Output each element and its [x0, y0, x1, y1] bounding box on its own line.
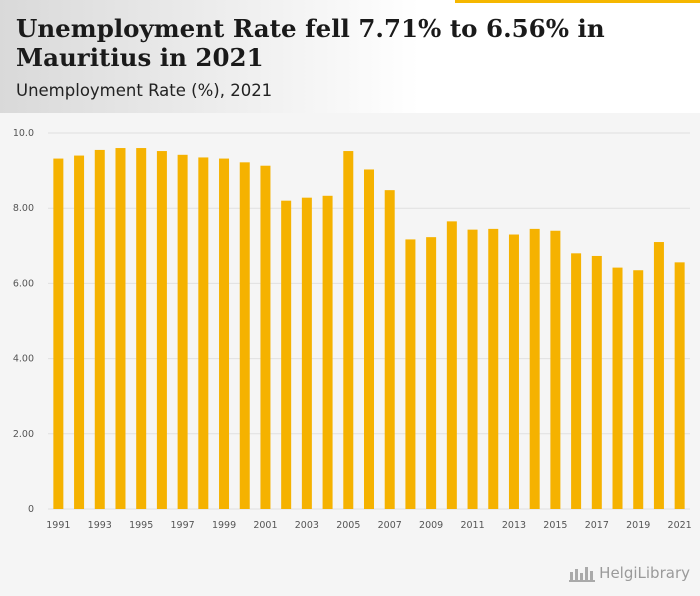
x-tick-label: 1999	[212, 520, 236, 531]
bar	[94, 149, 105, 510]
bar	[405, 239, 416, 509]
page-title: Unemployment Rate fell 7.71% to 6.56% in…	[16, 14, 605, 72]
chart-area: 0 2.00 4.00 6.00 8.00 10.0 1991 1993 1995 1997 199…	[0, 113, 700, 596]
bar	[322, 195, 333, 509]
watermark-text: HelgiLibrary	[599, 564, 690, 582]
x-tick-label: 2009	[419, 520, 443, 531]
y-tick-label: 8.00	[13, 203, 34, 214]
bar	[343, 151, 354, 509]
y-tick-label: 6.00	[13, 278, 34, 289]
bar	[115, 148, 126, 509]
y-tick-label: 4.00	[13, 354, 34, 365]
bar	[198, 157, 209, 509]
x-tick-label: 2001	[253, 520, 277, 531]
bar	[446, 221, 457, 510]
x-tick-label: 2013	[502, 520, 526, 531]
y-tick-label: 0	[28, 504, 34, 515]
y-tick-label: 10.0	[13, 128, 34, 139]
x-tick-label: 2003	[295, 520, 319, 531]
x-tick-label: 1997	[171, 520, 195, 531]
bar	[674, 262, 685, 509]
bar-chart: 0 2.00 4.00 6.00 8.00 10.0 1991 1993 1995 1997 199…	[13, 128, 692, 531]
bar	[529, 228, 540, 509]
x-tick-label: 2007	[378, 520, 402, 531]
x-tick-label: 1991	[46, 520, 70, 531]
bar	[136, 148, 147, 509]
bar	[177, 154, 188, 510]
bar	[508, 234, 519, 509]
x-tick-label: 2015	[543, 520, 567, 531]
x-tick-label: 1993	[88, 520, 112, 531]
bar	[467, 229, 478, 509]
bar	[156, 151, 167, 509]
bar	[384, 190, 395, 509]
header: Unemployment Rate fell 7.71% to 6.56% in…	[0, 0, 700, 113]
bar	[260, 165, 271, 509]
x-tick-label: 1995	[129, 520, 153, 531]
bar	[53, 158, 64, 509]
bar	[571, 253, 582, 509]
bar	[74, 155, 85, 509]
watermark: HelgiLibrary	[569, 564, 690, 582]
bar	[281, 200, 292, 509]
bar	[653, 242, 664, 510]
bar	[591, 255, 602, 509]
x-tick-label: 2005	[336, 520, 360, 531]
x-tick-label: 2021	[668, 520, 692, 531]
x-tick-label: 2011	[460, 520, 484, 531]
library-logo-icon	[569, 567, 596, 582]
accent-bar	[455, 0, 700, 3]
bar	[301, 197, 312, 509]
bar	[364, 169, 374, 510]
bar	[219, 158, 230, 509]
bar	[239, 162, 250, 509]
bar	[426, 237, 437, 509]
chart-subtitle: Unemployment Rate (%), 2021	[16, 81, 273, 100]
x-tick-label: 2019	[626, 520, 650, 531]
bar	[488, 228, 499, 509]
y-tick-label: 2.00	[13, 429, 34, 440]
bar	[550, 230, 561, 509]
bar	[633, 270, 644, 509]
x-tick-label: 2017	[585, 520, 609, 531]
bar	[612, 267, 623, 509]
